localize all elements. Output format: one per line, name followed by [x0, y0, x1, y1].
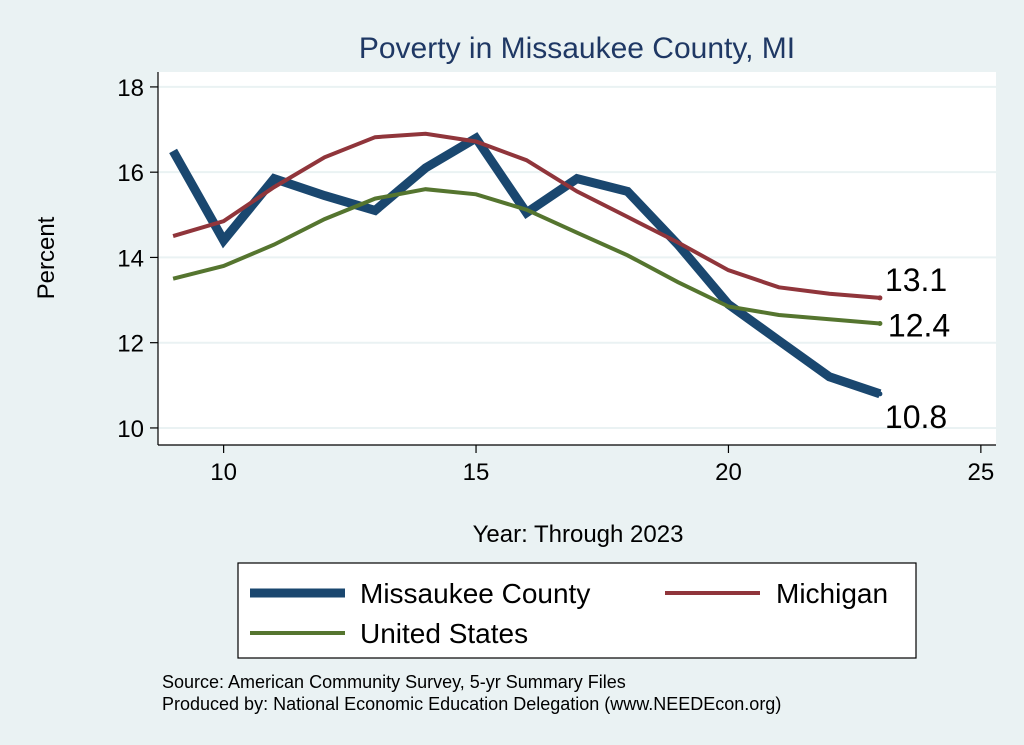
y-tick-label: 14: [117, 245, 144, 272]
end-label-united-states: 12.4: [888, 308, 950, 344]
end-marker-michigan: [877, 295, 883, 301]
end-marker-missaukee: [877, 391, 883, 397]
x-tick-label: 10: [210, 459, 237, 486]
y-tick-label: 10: [117, 416, 144, 443]
y-tick-label: 16: [117, 160, 144, 187]
y-tick-label: 18: [117, 75, 144, 102]
x-tick-label: 20: [715, 459, 742, 486]
end-labels: 10.8 13.1 12.4: [885, 262, 950, 435]
legend-box: [237, 562, 917, 659]
legend: Missaukee County Michigan United States: [237, 562, 917, 659]
x-tick-label: 25: [968, 459, 995, 486]
produced-note: Produced by: National Economic Education…: [162, 694, 781, 714]
chart-title: Poverty in Missaukee County, MI: [359, 32, 795, 65]
end-label-michigan: 13.1: [885, 262, 947, 298]
source-note: Source: American Community Survey, 5-yr …: [162, 672, 626, 692]
series-line-missaukee: [169, 132, 882, 399]
legend-label-united-states: United States: [360, 618, 528, 649]
y-axis-title: Percent: [33, 216, 60, 299]
x-axis-title: Year: Through 2023: [473, 521, 684, 548]
legend-label-michigan: Michigan: [776, 578, 888, 609]
end-label-missaukee: 10.8: [885, 399, 947, 435]
legend-label-missaukee: Missaukee County: [360, 578, 590, 609]
axes: 10 12 14 16 18 10 15 20 25: [117, 72, 996, 486]
y-tick-label: 12: [117, 331, 144, 358]
series-line-michigan: [172, 131, 881, 300]
series-line-united-states: [172, 187, 881, 326]
end-marker-united-states: [877, 321, 883, 327]
x-tick-label: 15: [463, 459, 490, 486]
series-lines: [169, 131, 883, 399]
